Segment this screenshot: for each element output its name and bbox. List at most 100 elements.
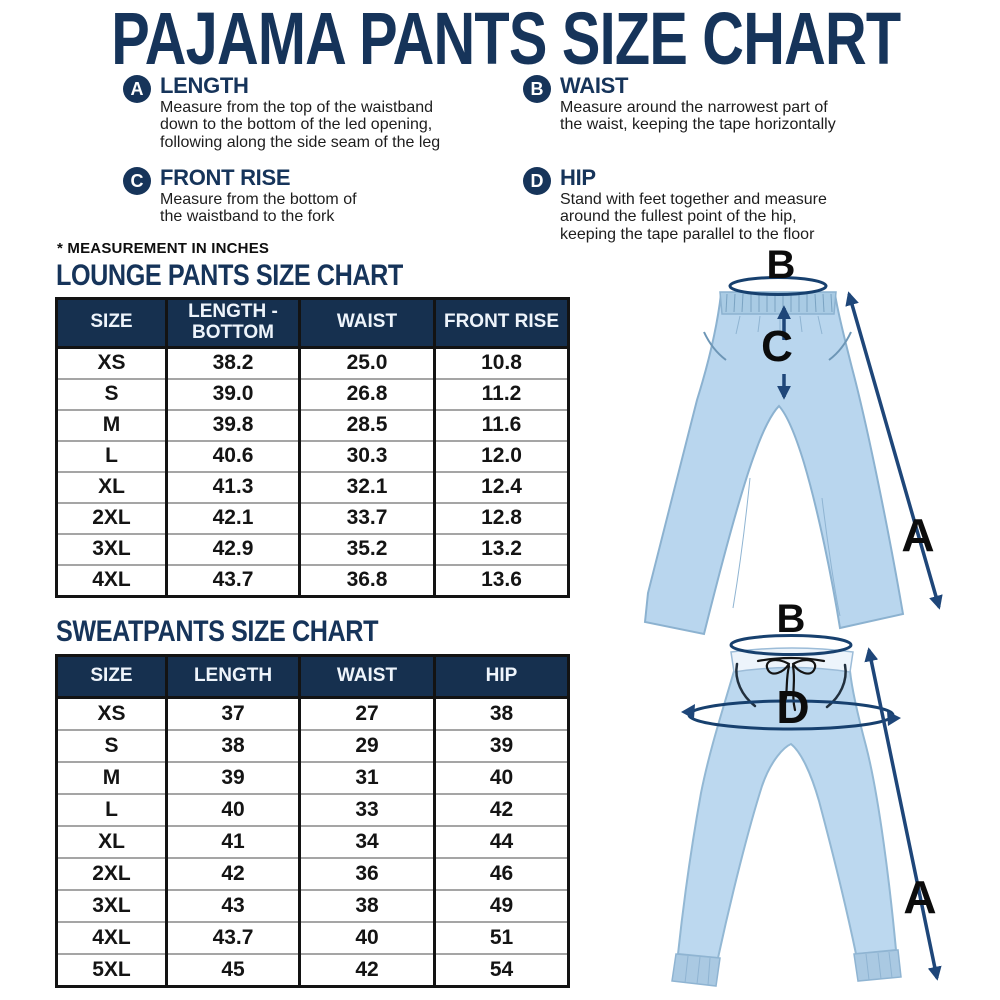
- table-cell: 42.1: [165, 501, 301, 534]
- table-cell: L: [55, 793, 168, 826]
- measurement-content: HIP Stand with feet together and measure…: [560, 167, 827, 243]
- table-row: S 39.0 26.8 11.2: [55, 377, 570, 410]
- table-cell: XL: [55, 470, 168, 503]
- table-row: L 40 33 42: [55, 793, 570, 826]
- letter-d-badge: D: [523, 167, 551, 195]
- table-cell: 54: [433, 953, 570, 987]
- lounge-chart-title: LOUNGE PANTS SIZE CHART: [56, 259, 403, 292]
- table-cell: 42.9: [165, 532, 301, 565]
- waist-measure-ellipse: [728, 276, 828, 296]
- table-cell: 43.7: [165, 563, 301, 597]
- measurement-title: WAIST: [560, 73, 629, 98]
- measurement-line: Measure around the narrowest part of: [560, 99, 828, 116]
- column-header-length: LENGTH: [165, 655, 301, 699]
- table-cell: 13.2: [433, 532, 570, 565]
- table-row: XS 38.2 25.0 10.8: [55, 347, 570, 379]
- left-pocket-slit: [703, 331, 727, 361]
- measurement-line: around the fullest point of the hip,: [560, 208, 797, 226]
- table-cell: L: [55, 439, 168, 472]
- drawstring: [756, 656, 826, 714]
- table-cell: 32.1: [298, 470, 436, 503]
- letter-c-badge: C: [123, 167, 151, 195]
- page-title: PAJAMA PANTS SIZE CHART: [0, 2, 1000, 76]
- table-cell: 4XL: [55, 921, 168, 954]
- table-cell: 2XL: [55, 501, 168, 534]
- column-header-size: SIZE: [55, 655, 168, 699]
- table-cell: 40: [298, 921, 436, 954]
- measurement-block-length: A LENGTH Measure from the top of the wai…: [123, 75, 440, 151]
- column-header-length-bottom: LENGTH - BOTTOM: [165, 298, 301, 349]
- table-cell: 39.8: [165, 408, 301, 441]
- table-row: 2XL 42.1 33.7 12.8: [55, 501, 570, 534]
- table-cell: 36.8: [298, 563, 436, 597]
- label-b: B: [777, 598, 806, 641]
- sweatpants-size-table: SIZE LENGTH WAIST HIP XS 37 27 38 S 38 29 39 M 39…: [55, 654, 570, 988]
- table-cell: 40: [433, 761, 570, 794]
- label-b: B: [767, 248, 796, 287]
- waist-measure-ellipse: [729, 634, 853, 656]
- table-cell: M: [55, 408, 168, 441]
- column-header-front-rise: FRONT RISE: [433, 298, 570, 349]
- table-cell: 12.0: [433, 439, 570, 472]
- hip-arrow-left-tip: [681, 704, 695, 719]
- lounge-pants-size-table: SIZE LENGTH - BOTTOM WAIST FRONT RISE XS…: [55, 297, 570, 598]
- table-cell: 49: [433, 889, 570, 922]
- table-row: 2XL 42 36 46: [55, 857, 570, 890]
- table-header-row: SIZE LENGTH WAIST HIP: [55, 655, 570, 699]
- column-header-hip: HIP: [433, 655, 570, 699]
- table-cell: 3XL: [55, 889, 168, 922]
- column-header-waist: WAIST: [298, 655, 436, 699]
- page-title-text: PAJAMA PANTS SIZE CHART: [111, 0, 901, 80]
- table-cell: 42: [298, 953, 436, 987]
- letter-b-badge: B: [523, 75, 551, 103]
- length-measure-arrow: [845, 291, 943, 610]
- table-cell: XS: [55, 347, 168, 379]
- table-cell: 42: [433, 793, 570, 826]
- label-c: C: [761, 322, 793, 371]
- table-cell: 41.3: [165, 470, 301, 503]
- table-cell: 43: [165, 889, 301, 922]
- right-pocket-curve: [825, 663, 847, 709]
- table-cell: 25.0: [298, 347, 436, 379]
- table-cell: 46: [433, 857, 570, 890]
- table-row: S 38 29 39: [55, 729, 570, 762]
- table-row: M 39 31 40: [55, 761, 570, 794]
- table-cell: 5XL: [55, 953, 168, 987]
- table-row: 4XL 43.7 36.8 13.6: [55, 563, 570, 597]
- table-header-row: SIZE LENGTH - BOTTOM WAIST FRONT RISE: [55, 298, 570, 349]
- table-cell: XL: [55, 825, 168, 858]
- table-cell: 29: [298, 729, 436, 762]
- measurement-line: following along the side seam of the leg: [160, 133, 441, 151]
- table-cell: 38: [165, 729, 301, 762]
- table-cell: 38.2: [165, 347, 301, 379]
- table-cell: 40: [165, 793, 301, 826]
- table-cell: 28.5: [298, 408, 436, 441]
- table-cell: M: [55, 761, 168, 794]
- measurement-content: FRONT RISE Measure from the bottom of th…: [160, 167, 357, 226]
- table-cell: 38: [298, 889, 436, 922]
- measurement-content: LENGTH Measure from the top of the waist…: [160, 75, 440, 151]
- sweatpants-chart-title: SWEATPANTS SIZE CHART: [56, 615, 379, 648]
- measurement-block-hip: D HIP Stand with feet together and measu…: [523, 167, 827, 243]
- table-row: 5XL 45 42 54: [55, 953, 570, 987]
- table-cell: 35.2: [298, 532, 436, 565]
- letter-a-badge: A: [123, 75, 151, 103]
- table-cell: 40.6: [165, 439, 301, 472]
- measurement-title: FRONT RISE: [160, 165, 291, 190]
- table-cell: 27: [298, 697, 436, 730]
- label-a: A: [903, 871, 936, 923]
- table-cell: 44: [433, 825, 570, 858]
- table-cell: 39: [165, 761, 301, 794]
- table-cell: XS: [55, 697, 168, 730]
- table-cell: 11.2: [433, 377, 570, 410]
- measurement-title: HIP: [560, 165, 596, 190]
- column-header-waist: WAIST: [298, 298, 436, 349]
- measurement-units-note: * MEASUREMENT IN INCHES: [57, 240, 270, 257]
- table-cell: S: [55, 377, 168, 410]
- column-header-size: SIZE: [55, 298, 168, 349]
- label-a: A: [901, 509, 934, 561]
- lounge-pants-illustration: B C A: [643, 248, 943, 636]
- table-cell: 30.3: [298, 439, 436, 472]
- table-cell: 39.0: [165, 377, 301, 410]
